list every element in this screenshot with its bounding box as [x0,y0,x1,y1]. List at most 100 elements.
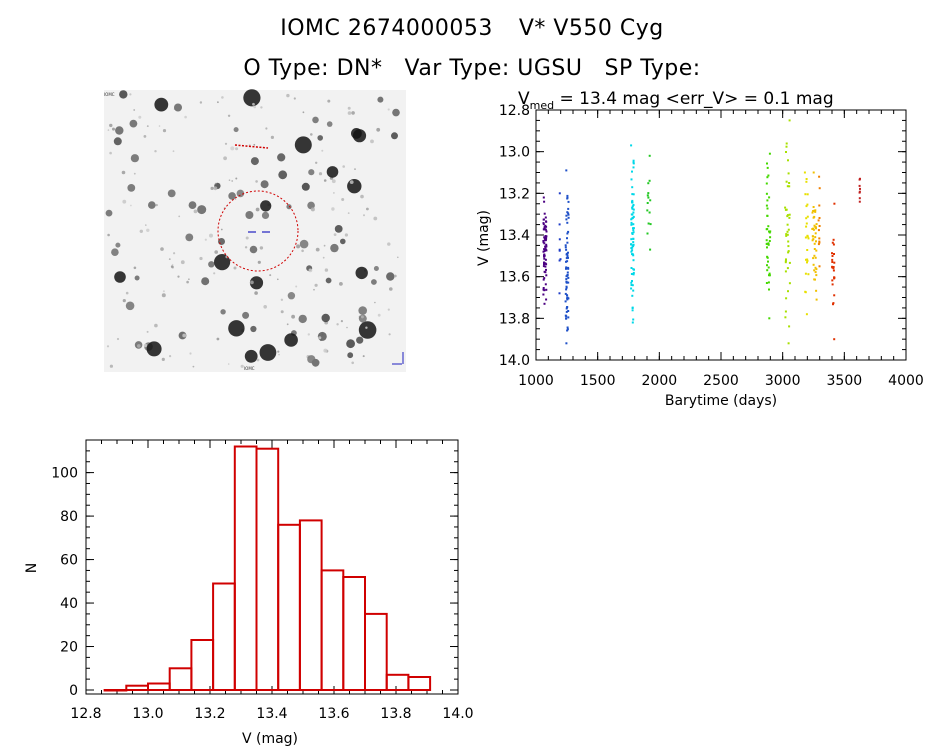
star [255,207,260,212]
light-curve-frame [535,109,907,361]
star [351,127,362,139]
data-point [564,244,567,247]
star [133,266,137,270]
data-point [831,255,834,257]
histogram-ticks: 12.8 13.0 13.2 13.4 13.6 13.8 14.0 0 20 40 60 80 100 [51,440,474,722]
data-point [831,261,834,263]
data-point [567,216,570,219]
data-point [785,208,788,211]
star [391,132,398,140]
data-point [632,229,635,232]
data-point [767,242,770,245]
star [293,97,296,100]
star [250,325,257,333]
data-point [566,232,569,235]
data-point [831,241,834,244]
data-point [567,256,569,259]
star [250,280,254,285]
data-point [631,280,633,282]
data-point [545,249,548,252]
object-id: IOMC 2674000053 [280,16,493,41]
star [146,228,150,232]
data-point [806,249,809,251]
star [173,252,176,255]
data-point [768,288,770,291]
data-point [544,258,547,261]
data-point [565,248,568,251]
data-point [769,230,772,233]
star [354,168,356,171]
data-point [831,258,834,261]
star [307,201,315,210]
star [360,315,364,319]
star [127,184,136,192]
data-point [559,258,562,261]
data-point [632,245,635,248]
star [129,93,132,96]
title-sub: med [530,99,554,112]
data-point [784,206,787,209]
star [193,209,198,214]
hist-x-tick-label: 13.0 [132,706,163,722]
star [389,287,393,291]
data-point [815,249,818,252]
data-point [784,261,787,264]
data-point [768,272,771,275]
star [113,137,122,146]
hist-x-tick-label: 13.8 [380,706,411,722]
star [178,215,181,218]
data-point [787,290,789,293]
data-point [567,230,570,233]
hist-y-tick-label: 60 [60,553,78,569]
star [347,111,352,115]
histogram-bar [233,445,258,691]
star [341,198,345,201]
star [228,179,231,181]
object-type: O Type: DN* [243,56,383,81]
data-point [831,252,833,255]
data-point [631,246,634,249]
data-point [833,261,836,264]
data-point [631,205,634,208]
histogram-bar [385,673,410,691]
data-point [543,242,546,245]
title-line-2: O Type: DN* Var Type: UGSU SP Type: [0,56,944,81]
star [299,239,309,249]
data-point [544,283,547,286]
star [146,341,162,357]
star [231,180,234,182]
star [315,247,320,252]
data-point [543,302,546,305]
star [308,268,313,273]
star [112,127,115,131]
data-point [567,212,570,215]
data-point [564,300,567,303]
data-point [566,211,569,214]
star [197,205,207,215]
data-point [630,144,633,147]
star [298,314,307,324]
star [107,233,110,237]
star [129,119,138,128]
star [154,150,157,153]
variability-type: Var Type: UGSU [404,56,583,81]
data-point [858,178,861,181]
star [214,250,218,254]
star [172,150,175,153]
star [347,179,362,194]
data-point [815,274,818,277]
data-point [631,170,633,173]
data-point [765,182,768,185]
data-point [631,199,634,202]
star [287,292,296,300]
data-point [807,237,810,240]
data-point [832,302,835,305]
star [235,177,238,180]
data-point [566,197,569,200]
histogram-panel: 12.8 13.0 13.2 13.4 13.6 13.8 14.0 0 20 40 60 80 100… [24,439,474,747]
star [342,165,346,168]
data-point [543,212,546,215]
data-point [545,274,548,277]
data-point [818,225,821,227]
data-point [767,174,770,177]
